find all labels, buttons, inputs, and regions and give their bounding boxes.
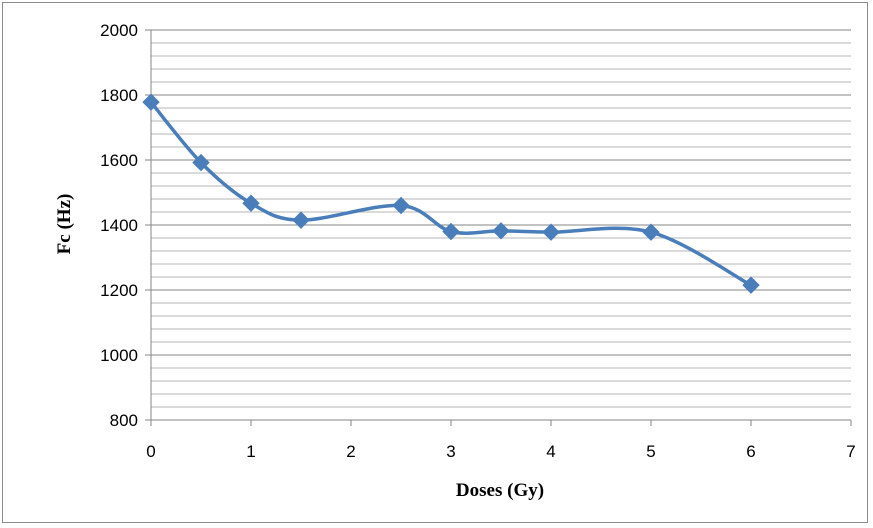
y-tick-label: 1200 bbox=[100, 281, 138, 300]
x-tick-label: 5 bbox=[646, 442, 655, 461]
x-tick-label: 3 bbox=[446, 442, 455, 461]
data-point-marker bbox=[642, 223, 660, 241]
x-tick-label: 4 bbox=[546, 442, 555, 461]
y-tick-label: 1400 bbox=[100, 216, 138, 235]
y-axis-title: Fc (Hz) bbox=[54, 194, 75, 255]
data-point-marker bbox=[492, 222, 510, 240]
tick-labels: 800 1000 1200 1400 1600 1800 2000 0 1 2 3 4 5 6 7 bbox=[100, 21, 856, 461]
gridlines bbox=[151, 29, 851, 408]
series-line bbox=[149, 100, 753, 287]
series-group bbox=[142, 93, 760, 294]
y-tick-label: 1800 bbox=[100, 86, 138, 105]
data-point-marker bbox=[392, 196, 410, 215]
x-tick-label: 1 bbox=[246, 442, 255, 461]
y-tick-label: 1600 bbox=[100, 151, 138, 170]
y-tick-label: 1000 bbox=[100, 346, 138, 365]
axes bbox=[145, 29, 852, 426]
data-point-marker bbox=[192, 153, 210, 172]
chart-frame bbox=[2, 2, 868, 523]
x-tick-label: 6 bbox=[746, 442, 755, 461]
x-axis-title: Doses (Gy) bbox=[456, 480, 544, 501]
y-tick-label: 800 bbox=[110, 411, 138, 430]
x-tick-label: 7 bbox=[846, 442, 855, 461]
data-point-marker bbox=[442, 222, 460, 241]
y-tick-label: 2000 bbox=[100, 21, 138, 40]
data-point-marker bbox=[542, 223, 560, 241]
data-point-marker bbox=[242, 194, 260, 212]
data-point-marker bbox=[142, 93, 160, 111]
data-point-marker bbox=[742, 276, 760, 294]
x-tick-label: 0 bbox=[146, 442, 155, 461]
data-point-marker bbox=[292, 211, 310, 229]
x-tick-label: 2 bbox=[346, 442, 355, 461]
